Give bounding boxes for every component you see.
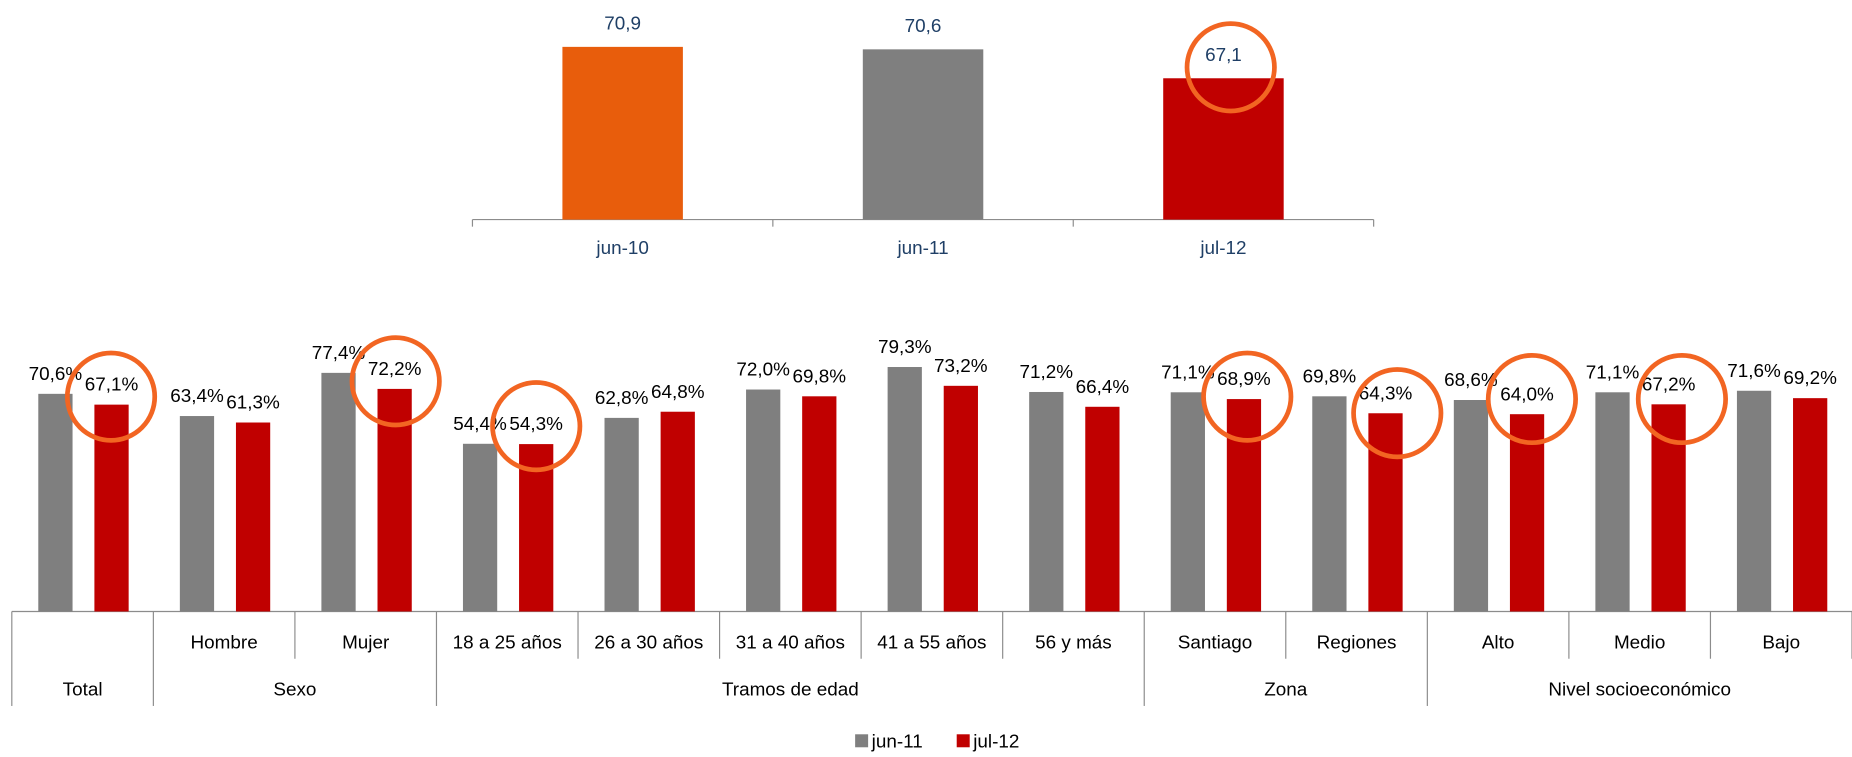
bar — [746, 389, 781, 612]
highlight-circle — [1201, 350, 1294, 443]
bar — [462, 443, 498, 612]
x-tick-label: 56 y más — [1035, 632, 1112, 653]
value-label: 73,2% — [934, 356, 988, 377]
value-label: 54,4% — [453, 414, 507, 435]
value-label: 69,8% — [793, 366, 847, 387]
x-tick-label: Mujer — [342, 632, 389, 653]
x-tick-label: jun-10 — [595, 238, 648, 259]
value-label: 63,4% — [170, 386, 224, 407]
value-label: 71,1% — [1161, 362, 1215, 383]
highlight-circle — [1485, 352, 1578, 446]
bar — [1595, 392, 1630, 612]
value-label: 68,9% — [1217, 369, 1271, 390]
value-label: 61,3% — [226, 393, 280, 414]
marks: 70,9jun-1070,6jun-1167,1jul-1270,6%67,1%… — [11, 13, 1852, 753]
highlight-circle — [349, 335, 442, 428]
value-label: 67,1% — [85, 375, 139, 396]
bar — [38, 393, 73, 612]
x-tick-label: Bajo — [1762, 632, 1800, 653]
highlight-circle — [1351, 367, 1444, 460]
bar — [862, 49, 984, 220]
x-tick-label: 41 a 55 años — [877, 632, 986, 653]
value-label: 70,9 — [604, 13, 641, 34]
group-label: Total — [63, 680, 103, 701]
bar — [660, 411, 695, 612]
group-label: Sexo — [273, 680, 316, 701]
bar — [1029, 391, 1064, 612]
x-tick-label: 26 a 30 años — [594, 632, 703, 653]
bar — [802, 396, 837, 612]
x-tick-label: jun-11 — [897, 238, 949, 259]
bar — [94, 404, 129, 612]
highlight-circle — [490, 380, 583, 473]
bar — [1509, 414, 1545, 612]
value-label: 69,2% — [1783, 368, 1837, 389]
bar — [1170, 392, 1205, 612]
bar — [943, 385, 978, 612]
group-label: Tramos de edad — [722, 680, 859, 701]
x-tick-label: Santiago — [1178, 632, 1253, 653]
bar — [1736, 390, 1772, 612]
bar — [1163, 78, 1284, 220]
bar — [1226, 399, 1262, 612]
highlights — [64, 21, 1728, 473]
bar — [604, 417, 639, 612]
highlight-circle — [1635, 352, 1728, 446]
value-label: 67,1 — [1205, 45, 1242, 66]
value-label: 72,0% — [736, 360, 790, 381]
group-label: Zona — [1264, 680, 1308, 701]
bar — [179, 416, 215, 612]
bar — [235, 422, 271, 612]
x-tick-label: Alto — [1482, 632, 1515, 653]
legend-label: jul-12 — [972, 732, 1019, 752]
value-label: 68,6% — [1444, 370, 1498, 391]
value-label: 54,3% — [509, 414, 563, 435]
highlight-circle — [64, 350, 158, 443]
bar — [887, 367, 922, 612]
x-tick-label: Medio — [1614, 632, 1665, 653]
value-label: 64,8% — [651, 382, 705, 403]
bar — [1453, 400, 1489, 612]
bar — [1312, 396, 1347, 612]
value-label: 69,8% — [1303, 366, 1357, 387]
value-label: 71,1% — [1586, 362, 1640, 383]
bar — [562, 46, 683, 220]
value-label: 79,3% — [878, 337, 932, 358]
bar — [321, 372, 356, 612]
group-label: Nivel socioeconómico — [1548, 680, 1731, 701]
legend-swatch — [956, 734, 970, 748]
value-label: 71,2% — [1020, 362, 1074, 383]
value-label: 72,2% — [368, 359, 422, 380]
bar — [1793, 398, 1828, 612]
bar — [1085, 406, 1120, 612]
highlight-circle — [1184, 21, 1277, 114]
value-label: 71,6% — [1727, 361, 1781, 382]
value-label: 62,8% — [595, 388, 649, 409]
legend-swatch — [855, 734, 869, 748]
x-tick-label: Regiones — [1317, 632, 1397, 653]
x-tick-label: 31 a 40 años — [736, 632, 845, 653]
value-label: 77,4% — [312, 343, 366, 364]
x-tick-label: 18 a 25 años — [453, 632, 562, 653]
legend-label: jun-11 — [871, 732, 923, 752]
bar — [1368, 413, 1403, 612]
x-tick-label: Hombre — [191, 632, 258, 653]
value-label: 64,0% — [1500, 384, 1554, 405]
value-label: 67,2% — [1642, 374, 1696, 395]
value-label: 66,4% — [1076, 377, 1130, 398]
value-label: 64,3% — [1359, 383, 1413, 404]
x-tick-label: jul-12 — [1199, 238, 1246, 259]
value-label: 70,6 — [905, 16, 942, 37]
